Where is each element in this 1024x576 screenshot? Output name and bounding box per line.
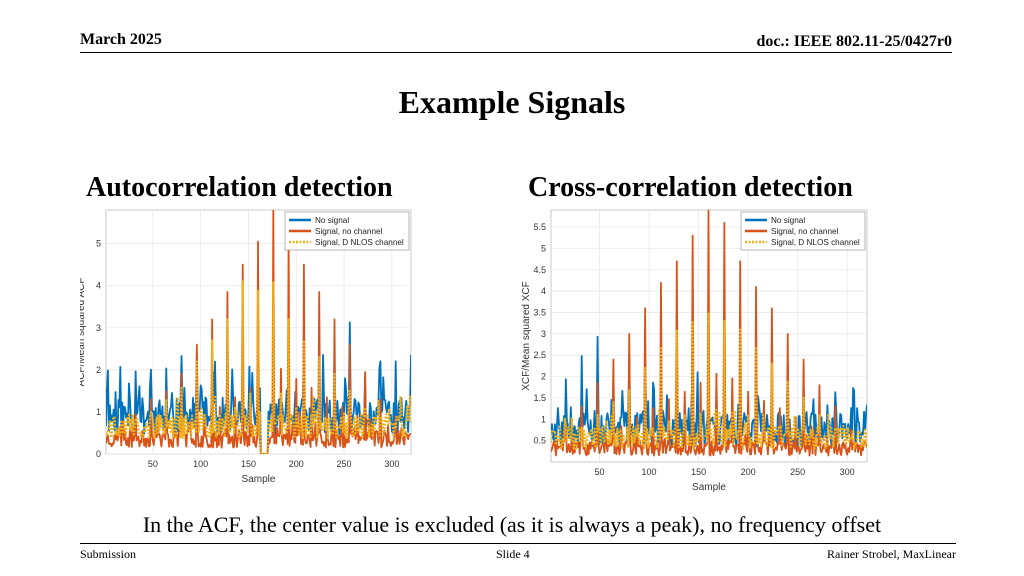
x-tick-label: 250 <box>790 467 805 477</box>
y-tick-label: 3 <box>96 323 101 333</box>
y-tick-label: 4 <box>541 286 546 296</box>
acf-chart: 50 100 150 200 250 300 0 1 2 3 4 5 Sample ACF/Mean sq… <box>76 206 420 501</box>
header-date: March 2025 <box>80 31 162 48</box>
legend-label: No signal <box>315 216 349 225</box>
x-tick-label: 150 <box>241 459 256 469</box>
y-tick-label: 2.5 <box>533 350 546 360</box>
right-heading: Cross-correlation detection <box>528 172 853 203</box>
x-tick-label: 100 <box>642 467 657 477</box>
x-tick-label: 100 <box>193 459 208 469</box>
acf-chart-svg: 50 100 150 200 250 300 0 1 2 3 4 5 Sample ACF/Mean sq… <box>76 209 412 485</box>
x-tick-label: 150 <box>691 467 706 477</box>
legend: No signal Signal, no channel Signal, D NLO… <box>740 211 866 251</box>
series-line-signal-d-nlos-channel <box>106 280 411 454</box>
y-tick-label: 1 <box>541 414 546 424</box>
header-rule <box>80 52 952 53</box>
legend-label: No signal <box>771 216 805 225</box>
y-tick-label: 1.5 <box>533 393 546 403</box>
footer-slide-number: Slide 4 <box>496 547 530 561</box>
y-tick-label: 0.5 <box>533 436 546 446</box>
header-doc-id: doc.: IEEE 802.11-25/0427r0 <box>756 33 952 50</box>
legend-label: Signal, D NLOS channel <box>771 238 860 247</box>
legend-label: Signal, no channel <box>315 227 383 236</box>
slide-title: Example Signals <box>398 84 626 120</box>
x-tick-label: 50 <box>148 459 158 469</box>
footer-submission: Submission <box>80 547 137 561</box>
legend: No signal Signal, no channel Signal, D NLO… <box>284 211 410 251</box>
footer-rule <box>80 543 956 544</box>
series-line-signal-d-nlos-channel <box>551 311 867 451</box>
x-tick-label: 50 <box>595 467 605 477</box>
y-tick-label: 4.5 <box>533 265 546 275</box>
y-tick-label: 2 <box>541 372 546 382</box>
x-tick-label: 200 <box>289 459 304 469</box>
y-tick-label: 3.5 <box>533 308 546 318</box>
y-tick-label: 1 <box>96 407 101 417</box>
y-tick-label: 5 <box>541 243 546 253</box>
y-tick-label: 4 <box>96 281 101 291</box>
xcf-chart: 50 100 150 200 250 300 0.5 1 1.5 2 2.5 3 3.5 4 4.5 5 5.5… <box>515 206 875 503</box>
slide-caption: In the ACF, the center value is excluded… <box>142 512 882 537</box>
x-tick-label: 300 <box>384 459 399 469</box>
footer-author: Rainer Strobel, MaxLinear <box>827 547 956 561</box>
y-tick-label: 5.5 <box>533 222 546 232</box>
y-axis-label: XCF/Mean squared XCF <box>521 281 532 391</box>
x-tick-label: 250 <box>337 459 352 469</box>
legend-label: Signal, D NLOS channel <box>315 238 404 247</box>
x-tick-label: 200 <box>741 467 756 477</box>
x-tick-label: 300 <box>840 467 855 477</box>
x-axis-label: Sample <box>692 482 726 493</box>
x-axis-label: Sample <box>242 474 276 485</box>
legend-label: Signal, no channel <box>771 227 839 236</box>
y-tick-label: 2 <box>96 365 101 375</box>
y-tick-label: 3 <box>541 329 546 339</box>
left-heading: Autocorrelation detection <box>86 172 393 203</box>
y-axis-label: ACF/Mean squared ACF <box>80 278 87 387</box>
y-tick-label: 5 <box>96 239 101 249</box>
xcf-chart-svg: 50 100 150 200 250 300 0.5 1 1.5 2 2.5 3 3.5 4 4.5 5 5.5… <box>521 209 868 493</box>
y-tick-label: 0 <box>96 449 101 459</box>
